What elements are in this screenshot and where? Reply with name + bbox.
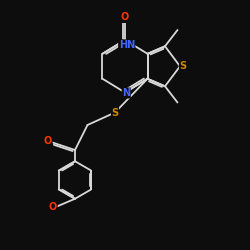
- Text: S: S: [180, 61, 186, 71]
- Text: O: O: [121, 12, 129, 22]
- Text: S: S: [112, 108, 118, 118]
- Text: O: O: [49, 202, 57, 212]
- Text: HN: HN: [119, 40, 135, 50]
- Text: N: N: [122, 88, 130, 98]
- Text: O: O: [44, 136, 52, 145]
